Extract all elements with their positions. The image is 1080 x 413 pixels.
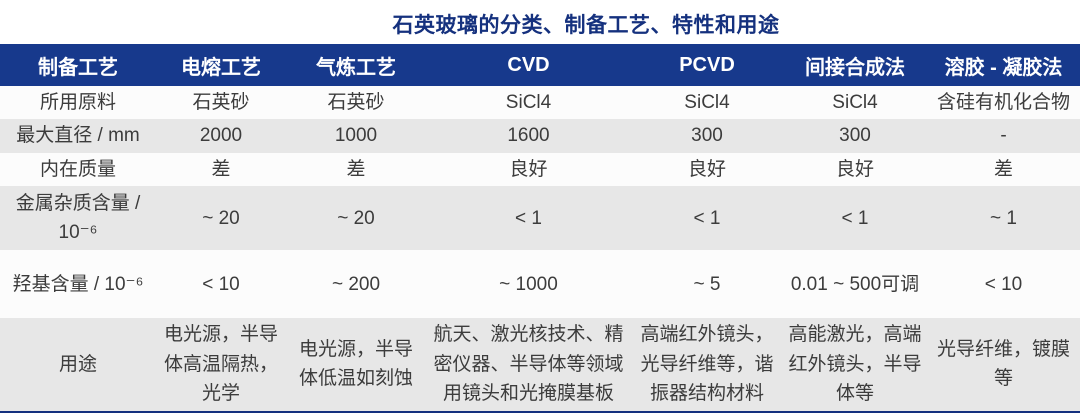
cell-intrinsic-quality-1: 差	[346, 158, 366, 180]
column-header-5: 间接合成法	[783, 44, 927, 86]
cell-raw-material-2: SiCl4	[505, 92, 552, 113]
cell-applications-4: 高能激光，高端红外镜头，半导体等	[788, 324, 922, 405]
cell-applications-1: 电光源，半导体低温如刻蚀	[298, 339, 413, 390]
cell-raw-material-4: SiCl4	[832, 92, 878, 113]
cell-intrinsic-quality-4: 良好	[835, 158, 874, 180]
cell-intrinsic-quality-3: 良好	[687, 158, 726, 180]
cell-applications-3: 高端红外镜头，光导纤维等，谐振器结构材料	[640, 324, 774, 405]
cell-applications-2: 航天、激光核技术、精密仪器、半导体等领域用镜头和光掩膜基板	[433, 324, 624, 405]
cell-intrinsic-quality-2: 良好	[509, 158, 548, 180]
cell-hydroxyl-content-4: 0.01 ~ 500可调	[790, 273, 920, 295]
table-row-metal-impurity-content: 金属杂质含量 / 10⁻⁶ ~ 20 ~ 20 < 1 < 1 < 1 ~ 1	[0, 186, 1080, 251]
table-header-row: 制备工艺 电熔工艺 气炼工艺 CVD PCVD 间接合成法 溶胶 - 凝胶法	[0, 44, 1080, 86]
column-header-3: CVD	[426, 44, 631, 86]
cell-hydroxyl-content-0: < 10	[202, 273, 240, 295]
row-label-raw-material: 所用原料	[39, 92, 116, 113]
table-row-max-diameter: 最大直径 / mm 2000 1000 1600 300 300 -	[0, 119, 1080, 153]
cell-max-diameter-0: 2000	[199, 125, 243, 147]
table-row-applications: 用途 电光源，半导体高温隔热，光学 电光源，半导体低温如刻蚀 航天、激光核技术、精密仪…	[0, 318, 1080, 413]
cell-max-diameter-1: 1000	[334, 125, 378, 147]
row-label-metal-impurity-content: 金属杂质含量 / 10⁻⁶	[15, 192, 141, 244]
cell-raw-material-3: SiCl4	[684, 92, 730, 113]
cell-metal-impurity-content-4: < 1	[841, 207, 869, 229]
cell-metal-impurity-content-3: < 1	[693, 207, 721, 229]
page-title: 石英玻璃的分类、制备工艺、特性和用途	[392, 14, 780, 37]
row-label-max-diameter: 最大直径 / mm	[16, 125, 140, 147]
table-row-raw-material: 所用原料 石英砂 石英砂 SiCl4 SiCl4 SiCl4 含硅有机化合物	[0, 86, 1080, 120]
cell-hydroxyl-content-5: < 10	[984, 273, 1023, 295]
cell-max-diameter-3: 300	[691, 125, 723, 147]
cell-hydroxyl-content-2: ~ 1000	[499, 273, 558, 295]
cell-max-diameter-5: -	[1000, 125, 1007, 147]
column-header-1: 电熔工艺	[156, 44, 286, 86]
cell-metal-impurity-content-2: < 1	[515, 207, 542, 229]
cell-intrinsic-quality-5: 差	[993, 158, 1013, 180]
cell-metal-impurity-content-1: ~ 20	[337, 207, 375, 229]
table-row-intrinsic-quality: 内在质量 差 差 良好 良好 良好 差	[0, 152, 1080, 187]
row-label-applications: 用途	[58, 353, 97, 375]
quartz-glass-table: 制备工艺 电熔工艺 气炼工艺 CVD PCVD 间接合成法 溶胶 - 凝胶法 所用原料 石英砂…	[0, 44, 1080, 413]
cell-applications-5: 光导纤维，镀膜等	[936, 339, 1070, 390]
cell-metal-impurity-content-0: ~ 20	[202, 207, 240, 229]
cell-hydroxyl-content-1: ~ 200	[331, 273, 381, 295]
column-header-2: 气炼工艺	[286, 44, 426, 86]
cell-metal-impurity-content-5: ~ 1	[990, 207, 1017, 229]
cell-raw-material-0: 石英砂	[192, 92, 250, 113]
column-header-6: 溶胶 - 凝胶法	[927, 44, 1080, 86]
cell-raw-material-1: 石英砂	[327, 92, 385, 113]
row-label-hydroxyl-content: 羟基含量 / 10⁻⁶	[12, 273, 144, 295]
cell-max-diameter-2: 1600	[507, 125, 550, 147]
table-row-hydroxyl-content: 羟基含量 / 10⁻⁶ < 10 ~ 200 ~ 1000 ~ 5 0.01 ~ 500可…	[0, 250, 1080, 319]
cell-hydroxyl-content-3: ~ 5	[693, 273, 721, 295]
column-header-0: 制备工艺	[0, 44, 156, 86]
cell-intrinsic-quality-0: 差	[211, 158, 231, 180]
cell-applications-0: 电光源，半导体高温隔热，光学	[163, 324, 278, 405]
cell-raw-material-5: 含硅有机化合物	[936, 92, 1070, 113]
row-label-intrinsic-quality: 内在质量	[39, 158, 116, 180]
column-header-4: PCVD	[631, 44, 783, 86]
cell-max-diameter-4: 300	[839, 125, 871, 147]
